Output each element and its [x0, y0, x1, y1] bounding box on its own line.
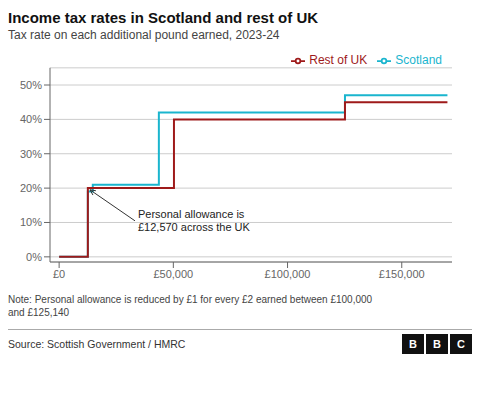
svg-text:40%: 40% — [20, 113, 42, 125]
html-text:Rest of UK: Rest of UK — [309, 53, 368, 67]
svg-text:50%: 50% — [20, 79, 42, 91]
svg-text:£150,000: £150,000 — [379, 268, 425, 280]
html-text:B: B — [433, 338, 441, 350]
html-text:C: C — [457, 338, 465, 350]
html-text:Tax rate on each additional po: Tax rate on each additional pound earned… — [8, 28, 280, 42]
svg-text:30%: 30% — [20, 148, 42, 160]
html-text:Income tax rates in Scotland a: Income tax rates in Scotland and rest of… — [8, 9, 319, 26]
svg-text:£0: £0 — [53, 268, 65, 280]
html-text:B: B — [409, 338, 417, 350]
html-text:Note: Personal allowance is re: Note: Personal allowance is reduced by £… — [8, 294, 373, 318]
svg-text:Personal allowance is£12,570 a: Personal allowance is£12,570 across the … — [138, 208, 251, 233]
html-text:Scotland: Scotland — [395, 53, 442, 67]
svg-text:10%: 10% — [20, 216, 42, 228]
svg-text:0%: 0% — [26, 251, 42, 263]
html-text:Source: Scottish Government /: Source: Scottish Government / HMRC — [8, 338, 186, 350]
svg-text:£100,000: £100,000 — [265, 268, 311, 280]
svg-text:20%: 20% — [20, 182, 42, 194]
svg-text:£50,000: £50,000 — [153, 268, 193, 280]
